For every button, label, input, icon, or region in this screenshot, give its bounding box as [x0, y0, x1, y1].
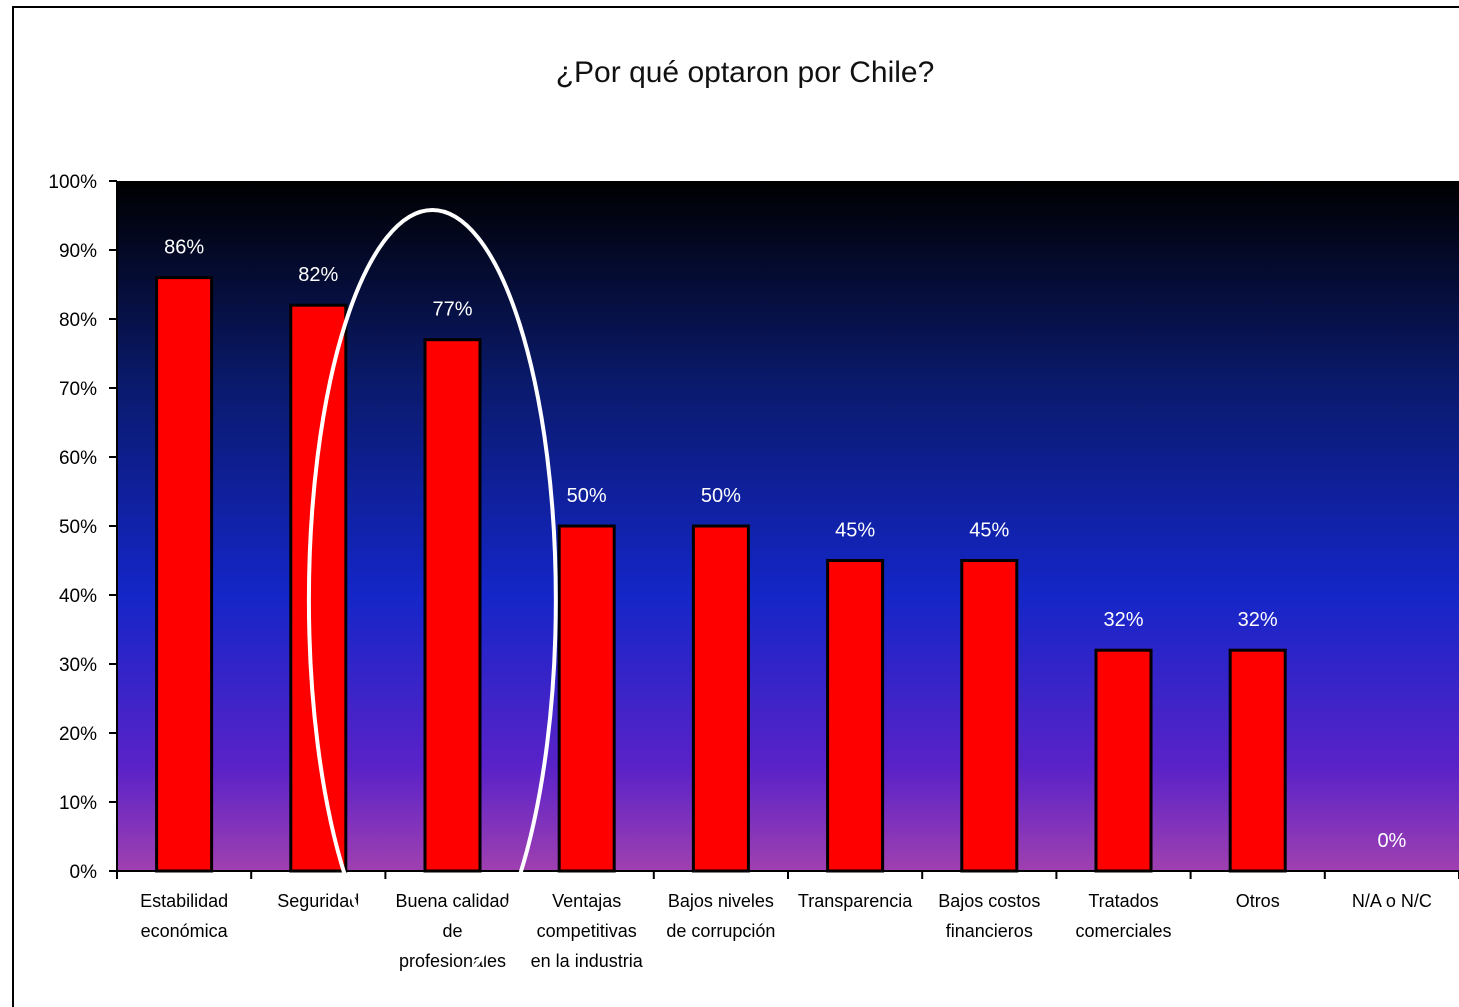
bar — [289, 303, 348, 873]
bar — [423, 338, 482, 873]
data-label: 32% — [1103, 609, 1143, 631]
data-label: 32% — [1238, 609, 1278, 631]
category-label: Bajos niveles de corrupción — [666, 891, 775, 941]
y-tick-label: 80% — [59, 310, 97, 331]
category-label-line: en la industria — [531, 951, 644, 971]
data-label: 45% — [835, 520, 875, 542]
data-label: 50% — [567, 485, 607, 507]
chart-frame — [12, 6, 1459, 1007]
data-label: 86% — [164, 237, 204, 259]
y-axis: 0% 10% 20% 30% 40% 50% 60% 70% 80% 90% 100% — [48, 172, 118, 883]
category-label-line: de — [442, 921, 462, 941]
chart-title: ¿Por qué optaron por Chile? — [556, 56, 935, 89]
category-label-line: Otros — [1236, 891, 1280, 911]
data-label: 82% — [298, 264, 338, 286]
category-label-line: Buena calidad — [395, 891, 509, 911]
category-label: Bajos costos financieros — [938, 891, 1040, 941]
bar — [1094, 648, 1153, 873]
category-label-line: Bajos niveles — [668, 891, 774, 911]
bar — [826, 559, 885, 873]
category-label-line: profesionales — [399, 951, 506, 971]
bar — [1228, 648, 1287, 873]
y-tick-label: 100% — [48, 172, 97, 193]
bars: 86% 82% 77% 50% 50% 45% 45% 32% 32% 0% — [155, 237, 1407, 873]
bar — [557, 524, 616, 873]
y-tick-label: 90% — [59, 241, 97, 262]
category-label-line: Seguridad — [277, 891, 359, 911]
category-label-line: económica — [141, 921, 229, 941]
bar — [155, 276, 214, 873]
data-label: 0% — [1377, 830, 1406, 852]
y-tick-label: 20% — [59, 724, 97, 745]
bar — [691, 524, 750, 873]
y-tick-label: 50% — [59, 517, 97, 538]
category-label-line: Ventajas — [552, 891, 621, 911]
y-tick-label: 30% — [59, 655, 97, 676]
category-label: Otros — [1236, 891, 1280, 911]
category-label-line: Tratados — [1088, 891, 1158, 911]
category-label-line: competitivas — [537, 921, 637, 941]
category-label: Seguridad — [277, 891, 359, 911]
category-label: Buena calidad de profesionales — [395, 891, 509, 971]
highlight-ellipse — [306, 208, 558, 992]
category-label: N/A o N/C — [1352, 891, 1432, 911]
category-label-line: N/A o N/C — [1352, 891, 1432, 911]
category-label: Transparencia — [798, 891, 913, 911]
category-label: Estabilidad económica — [140, 891, 229, 941]
category-label-line: financieros — [946, 921, 1033, 941]
y-tick-label: 40% — [59, 586, 97, 607]
y-tick-label: 0% — [70, 862, 98, 883]
data-label: 45% — [969, 520, 1009, 542]
y-tick-label: 10% — [59, 793, 97, 814]
category-label: Ventajas competitivas en la industria — [531, 891, 644, 971]
x-axis: Estabilidad económica Seguridad Buena calid… — [116, 870, 1459, 971]
bar — [960, 559, 1019, 873]
category-label-line: de corrupción — [666, 921, 775, 941]
data-label: 77% — [432, 299, 472, 321]
category-label: Tratados comerciales — [1075, 891, 1171, 941]
category-label-line: Bajos costos — [938, 891, 1040, 911]
category-label-line: Estabilidad — [140, 891, 228, 911]
category-label-line: Transparencia — [798, 891, 913, 911]
category-label-line: comerciales — [1075, 921, 1171, 941]
y-tick-label: 70% — [59, 379, 97, 400]
data-label: 50% — [701, 485, 741, 507]
y-tick-label: 60% — [59, 448, 97, 469]
